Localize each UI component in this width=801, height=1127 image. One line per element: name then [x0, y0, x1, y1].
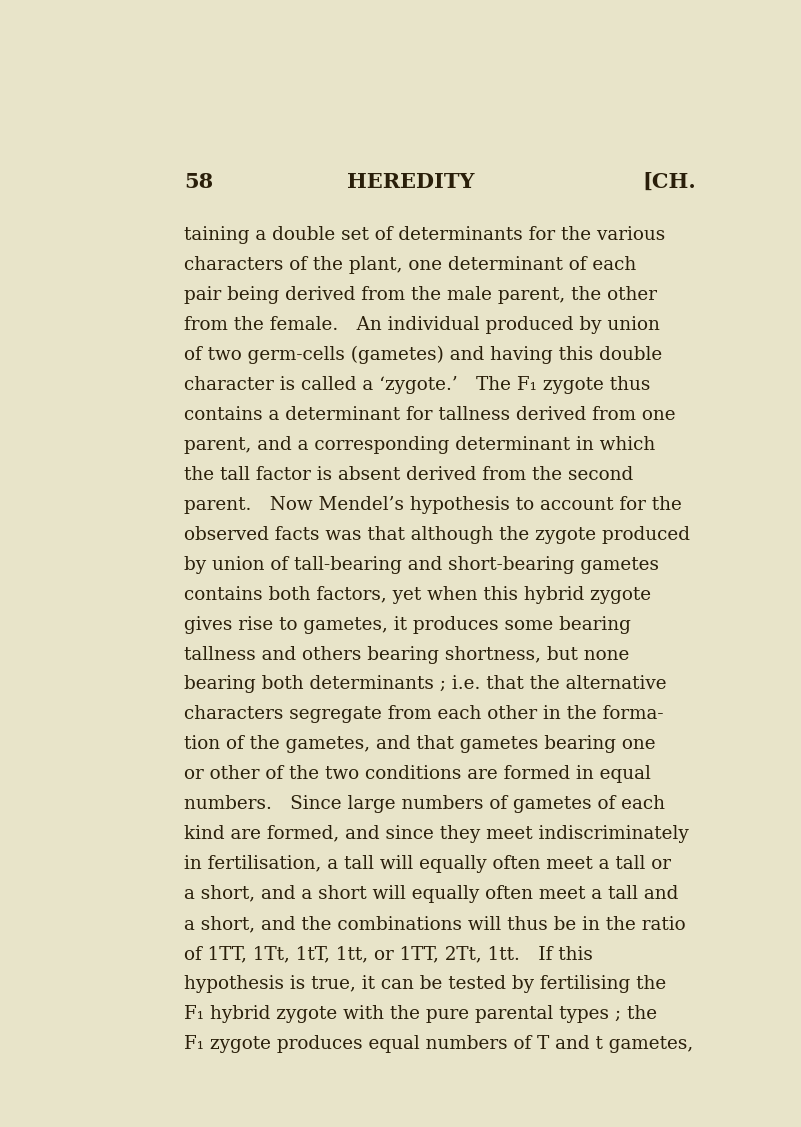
Text: characters segregate from each other in the forma-: characters segregate from each other in …: [184, 706, 663, 724]
Text: parent. Now Mendel’s hypothesis to account for the: parent. Now Mendel’s hypothesis to accou…: [184, 496, 682, 514]
Text: gives rise to gametes, it produces some bearing: gives rise to gametes, it produces some …: [184, 615, 631, 633]
Text: a short, and the combinations will thus be in the ratio: a short, and the combinations will thus …: [184, 915, 686, 933]
Text: contains both factors, yet when this hybrid zygote: contains both factors, yet when this hyb…: [184, 586, 651, 604]
Text: F₁ zygote produces equal numbers of T and t gametes,: F₁ zygote produces equal numbers of T an…: [184, 1035, 693, 1053]
Text: of 1TT, 1Tt, 1tT, 1tt, or 1TT, 2Tt, 1tt. If this: of 1TT, 1Tt, 1tT, 1tt, or 1TT, 2Tt, 1tt.…: [184, 944, 593, 962]
Text: or other of the two conditions are formed in equal: or other of the two conditions are forme…: [184, 765, 650, 783]
Text: parent, and a corresponding determinant in which: parent, and a corresponding determinant …: [184, 436, 655, 454]
Text: hypothesis is true, it can be tested by fertilising the: hypothesis is true, it can be tested by …: [184, 975, 666, 993]
Text: contains a determinant for tallness derived from one: contains a determinant for tallness deri…: [184, 406, 675, 424]
Text: the tall factor is absent derived from the second: the tall factor is absent derived from t…: [184, 465, 633, 483]
Text: a short, and a short will equally often meet a tall and: a short, and a short will equally often …: [184, 885, 678, 903]
Text: HEREDITY: HEREDITY: [347, 171, 474, 192]
Text: taining a double set of determinants for the various: taining a double set of determinants for…: [184, 227, 665, 245]
Text: [CH.: [CH.: [642, 171, 696, 192]
Text: bearing both determinants ; i.e. that the alternative: bearing both determinants ; i.e. that th…: [184, 675, 666, 693]
Text: observed facts was that although the zygote produced: observed facts was that although the zyg…: [184, 525, 690, 543]
Text: by union of tall-bearing and short-bearing gametes: by union of tall-bearing and short-beari…: [184, 556, 659, 574]
Text: tallness and others bearing shortness, but none: tallness and others bearing shortness, b…: [184, 646, 630, 664]
Text: 58: 58: [184, 171, 213, 192]
Text: characters of the plant, one determinant of each: characters of the plant, one determinant…: [184, 256, 636, 274]
Text: character is called a ‘zygote.’ The F₁ zygote thus: character is called a ‘zygote.’ The F₁ z…: [184, 376, 650, 394]
Text: numbers. Since large numbers of gametes of each: numbers. Since large numbers of gametes …: [184, 796, 665, 814]
Text: of two germ-cells (gametes) and having this double: of two germ-cells (gametes) and having t…: [184, 346, 662, 364]
Text: from the female. An individual produced by union: from the female. An individual produced …: [184, 317, 660, 335]
Text: pair being derived from the male parent, the other: pair being derived from the male parent,…: [184, 286, 657, 304]
Text: tion of the gametes, and that gametes bearing one: tion of the gametes, and that gametes be…: [184, 735, 655, 753]
Text: kind are formed, and since they meet indiscriminately: kind are formed, and since they meet ind…: [184, 825, 689, 843]
Text: F₁ hybrid zygote with the pure parental types ; the: F₁ hybrid zygote with the pure parental …: [184, 1005, 657, 1023]
Text: in fertilisation, a tall will equally often meet a tall or: in fertilisation, a tall will equally of…: [184, 855, 671, 873]
